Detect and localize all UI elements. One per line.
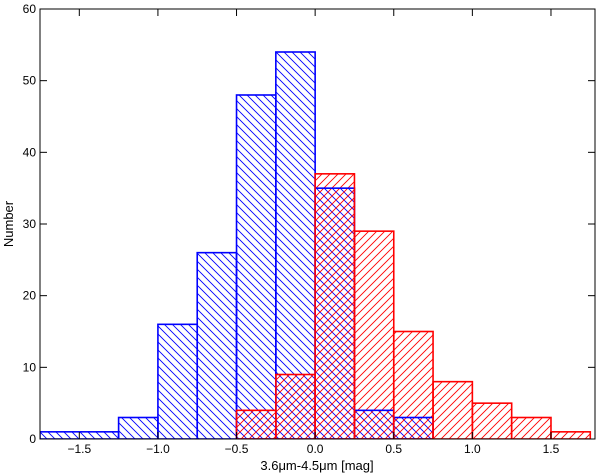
red-bin-fill	[236, 410, 276, 439]
blue-bin-fill	[236, 95, 276, 439]
x-tick-label: −0.5	[225, 442, 249, 456]
y-tick-label: 40	[23, 145, 37, 159]
y-tick-label: 50	[23, 74, 37, 88]
red-bin-fill	[393, 331, 434, 439]
x-tick-label: 0.0	[307, 442, 324, 456]
red-bin-fill	[550, 431, 591, 439]
red-bin-fill	[275, 374, 316, 439]
x-tick-label: 1.0	[464, 442, 481, 456]
y-tick-label: 10	[23, 360, 37, 374]
y-axis-label: Number	[1, 200, 16, 247]
x-tick-label: 0.5	[385, 442, 402, 456]
red-bin-fill	[511, 417, 551, 439]
x-tick-label: 1.5	[543, 442, 560, 456]
blue-bin-fill	[157, 324, 198, 439]
red-bin-fill	[472, 403, 512, 439]
red-bin-fill	[354, 231, 394, 439]
bars-layer	[40, 51, 592, 439]
ticks-layer: −1.5 −1.0 −0.5 0.0 0.5 1.0 1.5 0 10 20 30 40 50 60	[23, 2, 595, 456]
blue-bin-fill	[197, 252, 237, 439]
x-axis-label: 3.6μm-4.5μm [mag]	[260, 458, 373, 473]
y-tick-label: 60	[23, 2, 37, 16]
y-tick-label: 0	[29, 432, 36, 446]
red-bin-fill	[433, 381, 473, 439]
y-tick-label: 30	[23, 217, 37, 231]
y-tick-label: 20	[23, 289, 37, 303]
blue-bin-fill	[118, 417, 158, 439]
x-tick-label: −1.5	[67, 442, 91, 456]
red-bin	[510, 416, 552, 439]
x-tick-label: −1.0	[146, 442, 170, 456]
red-bin-fill	[315, 173, 355, 439]
